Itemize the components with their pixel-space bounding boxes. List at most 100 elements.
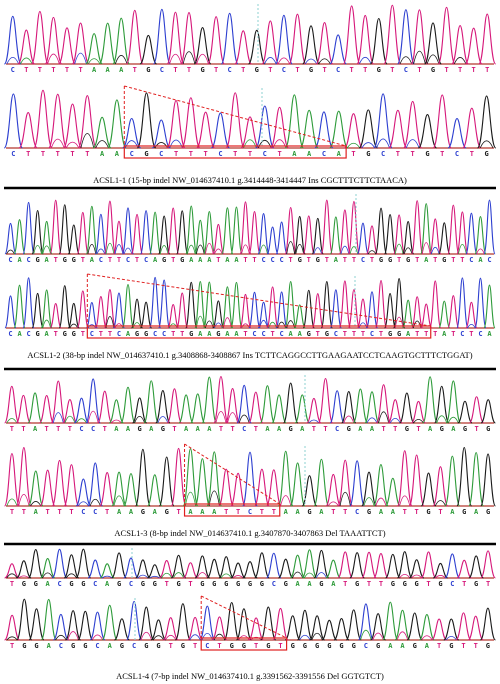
minor-peak: [241, 244, 250, 255]
base-letter: C: [130, 150, 134, 158]
peak-T: [51, 459, 68, 507]
peak-G: [278, 558, 294, 579]
base-letter: T: [204, 150, 208, 158]
base-letter: G: [486, 642, 490, 650]
base-letter: T: [216, 256, 220, 264]
base-letter: A: [198, 256, 203, 264]
peak-C: [85, 302, 98, 329]
minor-peak: [376, 138, 390, 149]
base-letter: G: [71, 642, 75, 650]
minor-peak: [366, 417, 378, 424]
base-letter: C: [11, 66, 15, 74]
peak-T: [253, 468, 270, 507]
peak-G: [374, 207, 388, 255]
base-letter: C: [460, 330, 464, 338]
base-letter: T: [424, 330, 428, 338]
peak-T: [130, 213, 144, 255]
base-letter: A: [300, 425, 305, 433]
base-letter: A: [225, 330, 230, 338]
peak-C: [152, 8, 171, 65]
base-letter: A: [34, 508, 39, 516]
base-letter: C: [228, 66, 232, 74]
base-letter: C: [280, 256, 284, 264]
base-letter: T: [46, 508, 50, 516]
base-letter: G: [135, 330, 139, 338]
base-letter: A: [92, 66, 97, 74]
peak-T: [437, 6, 456, 65]
minor-peak: [363, 497, 375, 507]
base-letter: T: [397, 256, 401, 264]
indel-highlight-box: [123, 145, 347, 159]
base-letter: C: [270, 256, 274, 264]
base-letter: C: [8, 330, 12, 338]
base-letter: A: [370, 425, 375, 433]
peak-G: [302, 289, 315, 329]
base-letter: A: [478, 256, 483, 264]
peak-T: [343, 113, 364, 149]
base-letter: C: [248, 508, 252, 516]
base-letter: C: [132, 642, 136, 650]
peak-T: [225, 92, 245, 149]
base-letter: T: [444, 66, 448, 74]
base-letter: A: [126, 425, 131, 433]
peak-C: [447, 118, 467, 149]
peak-A: [289, 462, 306, 507]
peak-G: [424, 22, 442, 65]
base-letter: G: [415, 580, 419, 588]
peak-A: [101, 604, 118, 641]
minor-peak: [453, 57, 467, 65]
base-letter: A: [450, 508, 455, 516]
base-letter: G: [426, 508, 430, 516]
peak-C: [275, 221, 288, 255]
minor-peak: [149, 575, 161, 579]
minor-peak: [327, 501, 339, 507]
minor-peak: [213, 633, 226, 641]
base-letter: C: [282, 66, 286, 74]
peak-T: [338, 280, 352, 329]
indel-highlight-box: [183, 503, 281, 517]
base-letter: T: [416, 425, 420, 433]
base-letter: A: [153, 256, 158, 264]
peak-A: [468, 451, 485, 507]
peak-A: [394, 609, 411, 641]
peak-G: [136, 92, 157, 149]
peak-T: [49, 199, 62, 255]
peak-G: [67, 302, 80, 329]
peak-G: [392, 277, 406, 329]
minor-peak: [299, 634, 311, 641]
minor-peak: [367, 250, 377, 255]
minor-peak: [277, 57, 291, 65]
peak-G: [174, 603, 192, 641]
indel-triangle: [123, 85, 347, 147]
minor-peak: [413, 50, 426, 65]
peak-T: [447, 295, 460, 329]
base-letter: G: [141, 508, 145, 516]
base-letter: C: [81, 508, 85, 516]
base-letter: G: [120, 642, 124, 650]
minor-peak: [159, 245, 169, 255]
minor-peak: [152, 635, 165, 641]
base-letter: G: [327, 642, 331, 650]
peak-G: [134, 448, 151, 507]
base-letter: T: [21, 425, 25, 433]
base-letter: C: [160, 66, 164, 74]
base-letter: T: [38, 66, 42, 74]
peak-T: [63, 464, 80, 507]
peak-C: [87, 559, 103, 579]
peak-T: [248, 617, 264, 641]
base-letter: G: [153, 580, 157, 588]
peak-C: [75, 478, 92, 507]
peak-T: [402, 100, 423, 149]
base-letter: G: [63, 256, 67, 264]
minor-peak: [358, 56, 372, 65]
minor-peak: [50, 138, 65, 149]
base-letter: C: [59, 642, 63, 650]
base-letter: T: [343, 256, 347, 264]
peak-T: [180, 12, 198, 65]
base-letter: G: [266, 642, 270, 650]
minor-peak: [340, 245, 350, 255]
base-letter: A: [200, 508, 205, 516]
peak-A: [112, 17, 131, 65]
